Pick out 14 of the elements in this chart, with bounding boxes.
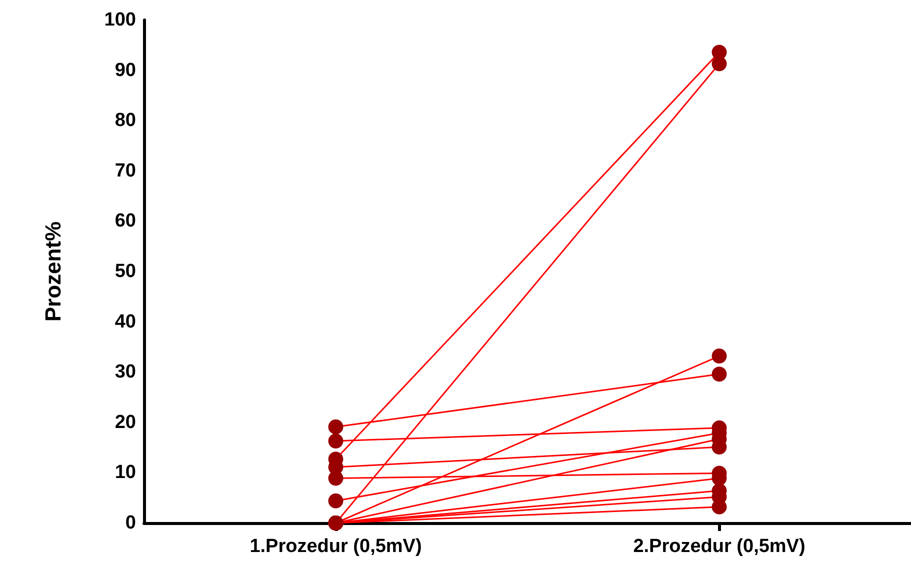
y-tick-label: 30 (114, 362, 136, 383)
x-tick-label: 2.Prozedur (0,5mV) (633, 536, 806, 557)
y-tick-label: 80 (114, 110, 136, 132)
y-axis-title: Prozent% (40, 221, 66, 322)
y-tick-label: 40 (114, 311, 136, 332)
x-tick-label: 1.Prozedur (0,5mV) (250, 536, 422, 557)
y-tick-label: 0 (125, 512, 136, 534)
y-tick-label: 70 (114, 160, 136, 182)
y-tick-label: 90 (114, 60, 136, 81)
y-tick-label: 60 (114, 210, 136, 232)
y-tick-label: 10 (114, 462, 136, 484)
y-tick-label: 20 (114, 412, 136, 433)
y-tick-label: 50 (114, 261, 136, 282)
y-tick-label: 100 (104, 10, 136, 30)
